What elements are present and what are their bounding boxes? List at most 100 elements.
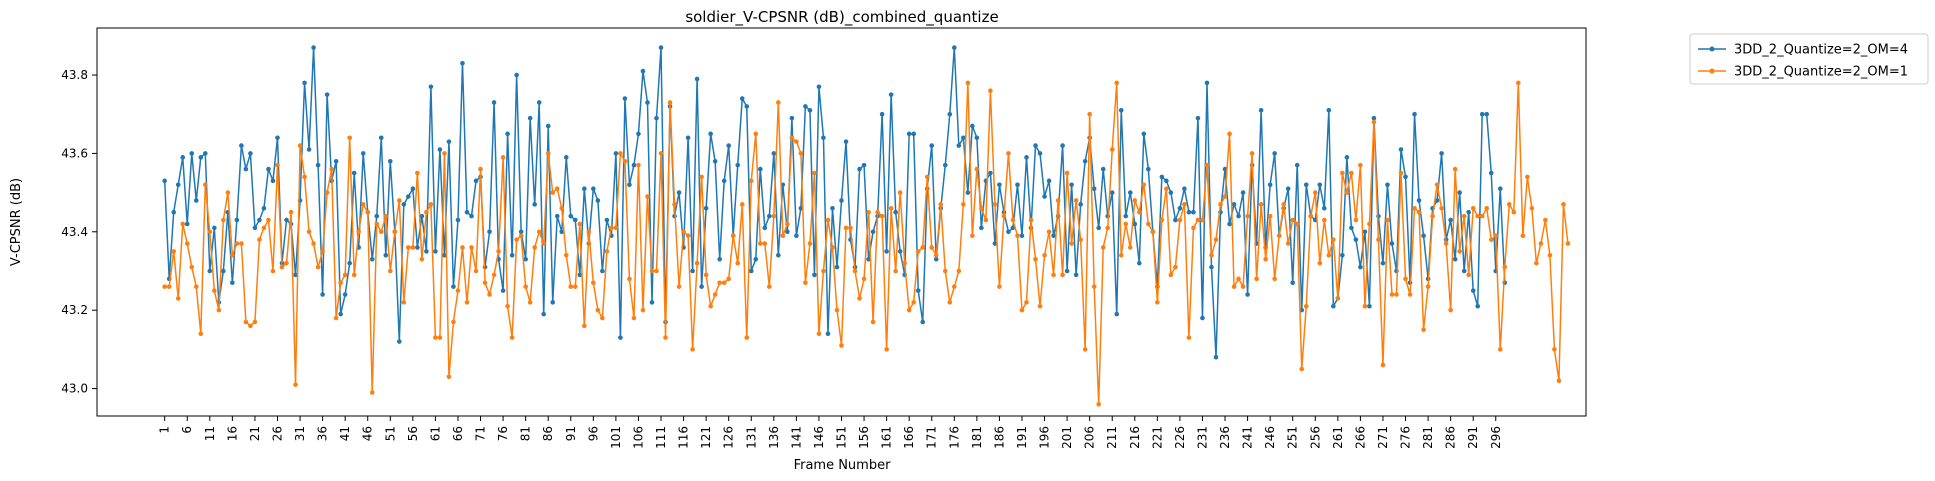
data-point — [1529, 205, 1535, 211]
data-point — [667, 100, 673, 105]
x-tick-label: 156 — [857, 426, 871, 449]
data-point — [428, 202, 434, 207]
data-point — [333, 315, 339, 321]
data-point — [568, 284, 574, 289]
data-point — [1141, 131, 1147, 137]
data-point — [1493, 233, 1499, 239]
data-point — [618, 335, 623, 340]
data-point — [1060, 272, 1065, 278]
data-point — [487, 292, 492, 297]
data-point — [1317, 182, 1323, 188]
data-point — [1258, 202, 1264, 207]
data-point — [970, 123, 975, 129]
data-point — [1258, 108, 1264, 113]
data-point — [1407, 292, 1413, 297]
x-axis-label: Frame Number — [794, 458, 892, 473]
data-point — [1430, 213, 1435, 219]
data-point — [739, 202, 745, 207]
data-point — [1073, 272, 1079, 278]
data-point — [1019, 307, 1025, 313]
data-point — [469, 245, 474, 250]
data-point — [591, 280, 596, 286]
data-point — [821, 135, 826, 141]
data-point — [500, 288, 506, 293]
data-point — [609, 225, 614, 231]
data-point — [324, 190, 330, 195]
data-point — [1141, 182, 1147, 188]
data-point — [433, 249, 438, 254]
data-point — [559, 229, 565, 235]
data-point — [979, 205, 984, 211]
data-point — [293, 272, 298, 278]
data-point — [1466, 272, 1471, 278]
data-point — [694, 260, 700, 266]
data-point — [266, 217, 271, 223]
data-point — [442, 253, 447, 258]
data-point — [1168, 272, 1174, 278]
data-point — [383, 213, 389, 219]
data-point — [1457, 249, 1462, 254]
data-point — [983, 217, 989, 223]
data-point — [1488, 170, 1494, 176]
data-point — [1249, 151, 1255, 156]
data-point — [703, 272, 709, 278]
data-point — [721, 280, 727, 286]
data-point — [1132, 198, 1138, 203]
data-point — [933, 256, 939, 262]
data-point — [252, 319, 258, 325]
data-point — [757, 166, 763, 172]
data-point — [248, 151, 253, 156]
data-point — [243, 166, 249, 172]
data-point — [1173, 217, 1178, 223]
data-point — [1164, 186, 1169, 191]
data-point — [1114, 80, 1120, 86]
x-tick-label: 226 — [1173, 426, 1187, 449]
x-tick-label: 181 — [970, 426, 984, 449]
x-tick-label: 76 — [496, 426, 510, 441]
data-point — [933, 253, 939, 258]
data-point — [1398, 170, 1404, 176]
data-point — [1303, 303, 1309, 309]
data-point — [1164, 178, 1169, 184]
data-point — [469, 213, 474, 219]
data-point — [681, 229, 686, 235]
data-point — [600, 268, 605, 274]
x-tick-label: 141 — [789, 426, 803, 449]
data-point — [270, 268, 276, 274]
data-point — [988, 170, 993, 176]
data-point — [1294, 162, 1300, 168]
x-tick-label: 86 — [541, 426, 555, 441]
data-point — [1367, 221, 1372, 227]
data-point — [360, 151, 366, 156]
data-point — [1290, 217, 1296, 223]
data-point — [559, 205, 565, 211]
data-point — [893, 268, 898, 274]
data-point — [1448, 217, 1453, 223]
x-tick-label: 146 — [812, 426, 826, 449]
data-point — [924, 174, 930, 180]
x-tick-label: 261 — [1331, 426, 1345, 449]
x-tick-label: 151 — [835, 426, 849, 449]
data-point — [721, 178, 727, 184]
data-point — [636, 131, 641, 137]
data-point — [1448, 307, 1453, 313]
data-point — [1168, 190, 1174, 195]
data-point — [821, 268, 826, 274]
data-point — [803, 104, 808, 109]
data-point — [1100, 245, 1106, 250]
x-tick-label: 51 — [383, 426, 397, 441]
data-point — [893, 209, 898, 215]
data-point — [239, 143, 244, 148]
data-point — [1421, 327, 1426, 333]
y-tick-label: 43.8 — [61, 68, 88, 82]
data-point — [406, 245, 411, 250]
data-point — [1010, 217, 1016, 223]
data-point — [1543, 217, 1548, 223]
x-tick-label: 126 — [722, 426, 736, 449]
data-point — [1024, 300, 1029, 305]
data-point — [690, 268, 695, 274]
data-point — [906, 131, 912, 137]
x-tick-label: 136 — [767, 426, 781, 449]
data-point — [1421, 233, 1426, 239]
data-point — [527, 300, 533, 305]
